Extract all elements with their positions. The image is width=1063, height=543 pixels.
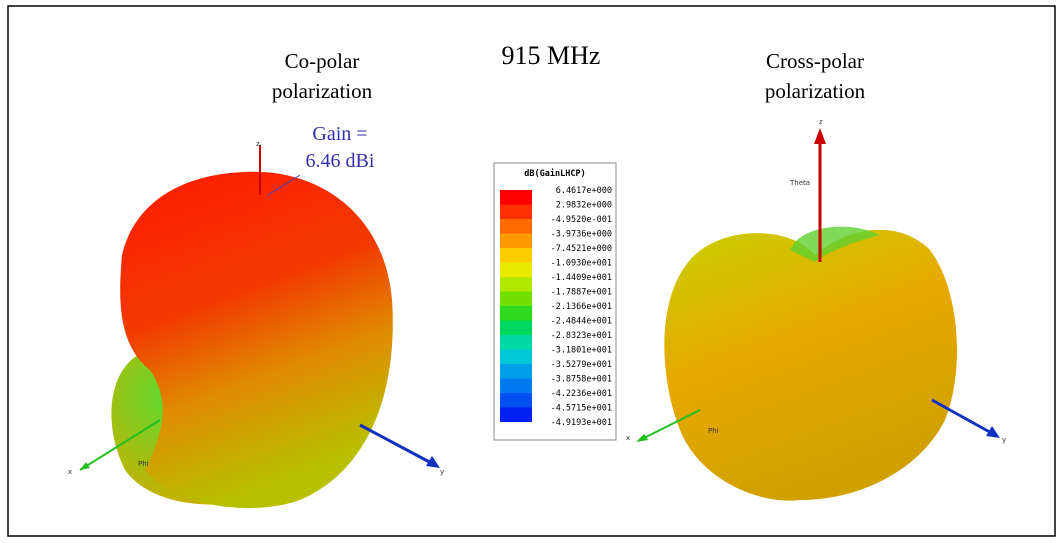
legend-label: -7.4521e+000	[551, 244, 612, 254]
legend-label: -4.5715e+001	[551, 404, 612, 414]
axis-label: z	[256, 140, 260, 148]
legend-swatch	[500, 292, 532, 307]
legend-swatch	[500, 364, 532, 379]
legend-label: -3.9736e+000	[551, 230, 612, 240]
legend-label: -4.2236e+001	[551, 389, 612, 399]
legend-swatch	[500, 321, 532, 336]
legend-swatch	[500, 306, 532, 321]
gain-annotation: 6.46 dBi	[306, 150, 375, 172]
axis-label: y	[1002, 436, 1006, 444]
axis-label: x	[626, 434, 630, 442]
axis-label: Theta	[789, 179, 810, 187]
legend-label: -1.4409e+001	[551, 273, 612, 283]
title: 915 MHz	[502, 41, 601, 70]
legend-swatch	[500, 263, 532, 278]
axis-label: y	[440, 468, 444, 476]
legend-swatch	[500, 190, 532, 205]
left-label: polarization	[272, 79, 373, 103]
right-label: polarization	[765, 79, 866, 103]
legend-label: 6.4617e+000	[556, 186, 612, 196]
legend-swatch	[500, 408, 532, 423]
legend-swatch	[500, 248, 532, 263]
axis-label: Phi	[138, 460, 149, 468]
legend: dB(GainLHCP) 6.4617e+000 2.9832e+000 -4.95…	[494, 163, 616, 440]
legend-swatch	[500, 234, 532, 249]
right-label: Cross-polar	[766, 49, 864, 73]
legend-swatch	[500, 335, 532, 350]
legend-swatch	[500, 277, 532, 292]
legend-swatch	[500, 393, 532, 408]
legend-label: -4.9193e+001	[551, 418, 612, 428]
legend-label: -3.8758e+001	[551, 375, 612, 385]
axis-label: Phi	[708, 427, 719, 435]
left-label: Co-polar	[285, 49, 360, 73]
legend-swatch	[500, 219, 532, 234]
legend-swatch	[500, 379, 532, 394]
legend-label: -2.1366e+001	[551, 302, 612, 312]
legend-label: -3.1801e+001	[551, 346, 612, 356]
legend-label: -1.0930e+001	[551, 259, 612, 269]
figure: 915 MHz Co-polar polarization Cross-pola…	[0, 0, 1063, 543]
gain-annotation: Gain =	[312, 123, 367, 145]
legend-label: -4.9520e-001	[551, 215, 612, 225]
legend-label: 2.9832e+000	[556, 201, 612, 211]
legend-swatch	[500, 205, 532, 220]
legend-label: -2.4844e+001	[551, 317, 612, 327]
axis-label: z	[819, 118, 823, 126]
legend-title: dB(GainLHCP)	[524, 168, 585, 179]
legend-label: -2.8323e+001	[551, 331, 612, 341]
legend-swatch	[500, 350, 532, 365]
legend-label: -3.5279e+001	[551, 360, 612, 370]
legend-label: -1.7887e+001	[551, 288, 612, 298]
axis-label: x	[68, 468, 72, 476]
